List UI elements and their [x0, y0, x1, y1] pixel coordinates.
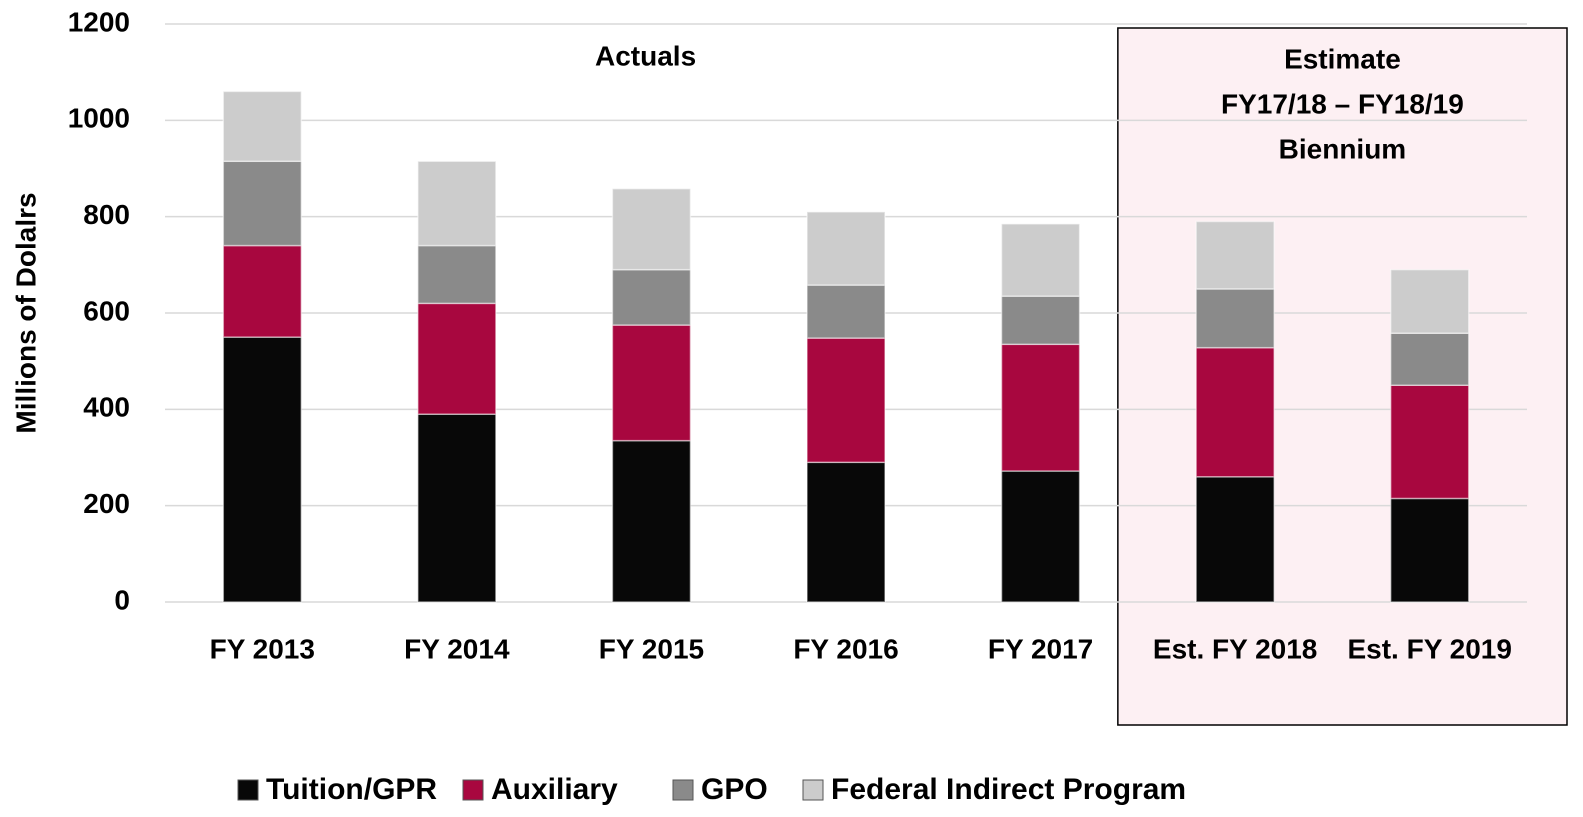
- bar-segment: [1195, 476, 1275, 603]
- bar-segment: [806, 211, 886, 286]
- y-tick-label: 0: [114, 584, 130, 615]
- x-tick-label: FY 2016: [793, 633, 898, 664]
- bar-segment: [1389, 268, 1470, 334]
- y-tick-label: 1200: [68, 6, 130, 37]
- y-tick-label: 600: [83, 295, 130, 326]
- bar-segment: [611, 268, 692, 326]
- bar-segment: [222, 336, 303, 603]
- legend-swatch: [672, 779, 694, 801]
- legend-label: GPO: [701, 773, 768, 806]
- legend-label: Auxiliary: [491, 773, 618, 806]
- y-tick-label: 1000: [68, 103, 130, 134]
- bar-segment: [806, 337, 886, 464]
- bar-segment: [1389, 332, 1470, 387]
- bar-segment: [611, 187, 692, 271]
- legend-swatch: [462, 779, 484, 801]
- bar-segment: [1195, 346, 1275, 478]
- annotation: Actuals: [595, 40, 696, 71]
- legend-swatch: [802, 779, 824, 801]
- bar-segment: [417, 302, 497, 415]
- annotation: Biennium: [1279, 133, 1407, 164]
- annotation: FY17/18 – FY18/19: [1221, 88, 1464, 119]
- bar-segment: [1195, 288, 1275, 349]
- y-axis-label: Millions of Dolalrs: [10, 192, 41, 433]
- bar-segment: [417, 160, 497, 247]
- x-tick-label: FY 2014: [404, 633, 510, 664]
- bar-segment: [222, 160, 303, 247]
- y-tick-label: 400: [83, 392, 130, 423]
- x-tick-label: FY 2015: [599, 633, 704, 664]
- legend-label: Tuition/GPR: [266, 773, 437, 806]
- y-tick-label: 800: [83, 199, 130, 230]
- bar-segment: [1000, 343, 1081, 472]
- annotation: Estimate: [1284, 43, 1401, 74]
- x-tick-label: FY 2017: [988, 633, 1093, 664]
- bar-segment: [806, 461, 886, 603]
- bar-segment: [1000, 223, 1081, 297]
- bar-segment: [222, 90, 303, 163]
- bar-segment: [611, 439, 692, 603]
- x-tick-label: FY 2013: [210, 633, 315, 664]
- legend-label: Federal Indirect Program: [831, 773, 1186, 806]
- x-tick-label: Est. FY 2018: [1153, 633, 1317, 664]
- bar-segment: [1000, 470, 1081, 603]
- bar-segment: [806, 284, 886, 339]
- background-layer: [165, 23, 1568, 726]
- bar-segment: [417, 244, 497, 305]
- bar-segment: [417, 413, 497, 603]
- bar-segment: [1195, 220, 1275, 290]
- y-tick-label: 200: [83, 488, 130, 519]
- legend-swatch: [237, 779, 259, 801]
- estimate-region: [1117, 27, 1568, 726]
- bar-segment: [222, 244, 303, 338]
- bar-segment: [1389, 497, 1470, 603]
- bar-segment: [1389, 384, 1470, 500]
- x-tick-label: Est. FY 2019: [1347, 633, 1511, 664]
- bar-segment: [1000, 295, 1081, 346]
- bar-segment: [611, 324, 692, 442]
